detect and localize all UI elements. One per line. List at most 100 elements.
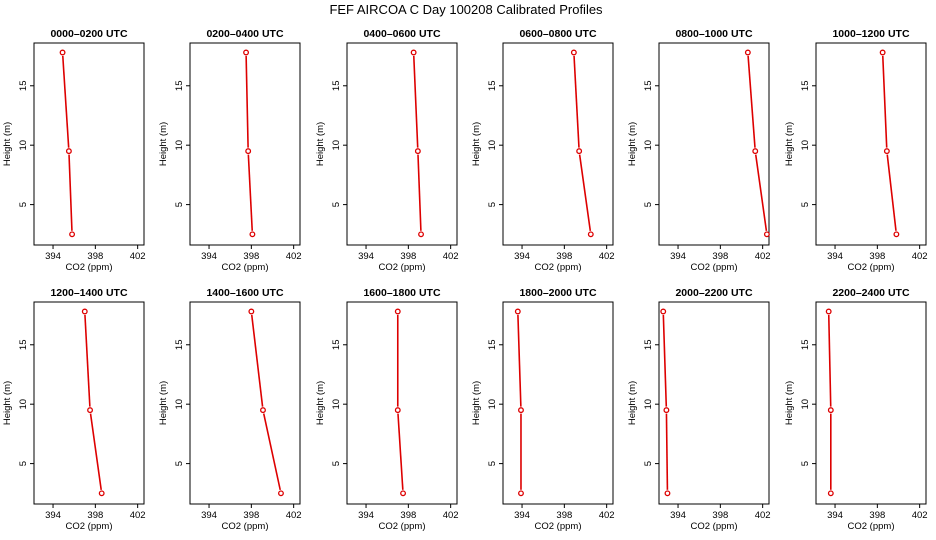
panel-11-title: 2000–2200 UTC [675, 287, 752, 299]
panel-8-ytick-label: 5 [174, 461, 185, 466]
panel-11-ytick-label: 10 [643, 399, 654, 410]
panel-6-title: 1000–1200 UTC [832, 28, 909, 40]
panel-10-xtick-label: 398 [556, 510, 572, 521]
panel-2-ylabel: Height (m) [158, 122, 169, 166]
panel-9-data-point [394, 407, 401, 414]
panel-6-series-line [881, 55, 888, 148]
panel-6-data-point [879, 49, 886, 56]
panel-3-xtick-label: 398 [400, 251, 416, 262]
panel-12-title: 2200–2400 UTC [832, 287, 909, 299]
panel-1-series-line [68, 154, 73, 231]
panel-9-ytick-label: 5 [331, 461, 342, 466]
panel-7-ytick-label: 15 [18, 339, 29, 350]
panel-5-title: 0800–1000 UTC [675, 28, 752, 40]
panel-7-frame [33, 301, 145, 505]
panel-4-data-point [570, 49, 577, 56]
panel-10-ytick-label: 10 [487, 399, 498, 410]
panel-1-data-point [69, 231, 76, 238]
panel-8-xlabel: CO2 (ppm) [222, 521, 269, 532]
panel-6-xtick-label: 394 [827, 251, 843, 262]
panel-9-frame [346, 301, 458, 505]
panel-2-series-line [245, 55, 249, 148]
panel-10-frame [502, 301, 614, 505]
panel-12-data-point [827, 490, 834, 497]
panel-1-frame [33, 42, 145, 246]
panel-6-xtick-label: 398 [869, 251, 885, 262]
panel-2-data-point [249, 231, 256, 238]
panel-3-ytick-label: 5 [331, 202, 342, 207]
panel-3-data-point [418, 231, 424, 238]
panel-9-xtick-label: 402 [443, 510, 459, 521]
panel-10-ytick-label: 15 [487, 339, 498, 350]
panel-10-ylabel: Height (m) [471, 381, 482, 425]
panel-3-xtick-label: 402 [443, 251, 459, 262]
panel-6-xtick-label: 402 [912, 251, 928, 262]
panel-10-xlabel: CO2 (ppm) [535, 521, 582, 532]
panel-12-ytick-label: 10 [800, 399, 811, 410]
panel-11-xtick-label: 402 [755, 510, 771, 521]
panel-5-ytick-label: 5 [643, 202, 654, 207]
panel-10-data-point [514, 308, 521, 315]
panel-8-ytick-label: 10 [174, 399, 185, 410]
panel-1-xtick-label: 394 [45, 251, 61, 262]
panel-5-xtick-label: 394 [670, 251, 686, 262]
panel-10-series-line [517, 314, 522, 407]
panel-7-series-line [89, 413, 102, 490]
panel-8-xtick-label: 398 [243, 510, 259, 521]
panel-12-data-point [825, 308, 832, 315]
panel-1-title: 0000–0200 UTC [50, 28, 127, 40]
panel-4-ylabel: Height (m) [471, 122, 482, 166]
panel-3-xtick-label: 394 [358, 251, 374, 262]
panel-4-xtick-label: 394 [514, 251, 530, 262]
panel-11-ylabel: Height (m) [627, 381, 638, 425]
panel-4-ytick-label: 15 [487, 80, 498, 91]
panel-5-series-line [754, 154, 768, 231]
panel-7-ylabel: Height (m) [2, 381, 13, 425]
panel-1-ytick-label: 15 [18, 80, 29, 91]
panel-4-series-line [573, 55, 580, 148]
panel-9-xtick-label: 398 [400, 510, 416, 521]
panel-8-title: 1400–1600 UTC [206, 287, 283, 299]
panel-4-xlabel: CO2 (ppm) [535, 262, 582, 273]
panel-9-xtick-label: 394 [358, 510, 374, 521]
panel-2-xtick-label: 402 [286, 251, 302, 262]
panel-12-xtick-label: 398 [869, 510, 885, 521]
panel-5-ytick-label: 10 [643, 140, 654, 151]
panel-8-ylabel: Height (m) [158, 381, 169, 425]
panel-1-ylabel: Height (m) [2, 122, 13, 166]
panel-1-xtick-label: 402 [130, 251, 146, 262]
panel-7-ytick-label: 5 [18, 461, 29, 466]
panel-5-ylabel: Height (m) [627, 122, 638, 166]
panel-9-data-point [400, 490, 407, 497]
panel-11-xtick-label: 398 [712, 510, 728, 521]
panel-8-xtick-label: 394 [201, 510, 217, 521]
panel-11-series-line [662, 314, 668, 407]
panel-8-data-point [248, 308, 255, 315]
panel-7-ytick-label: 10 [18, 399, 29, 410]
panel-3-xlabel: CO2 (ppm) [379, 262, 426, 273]
panel-6-ytick-label: 15 [800, 80, 811, 91]
panel-12-data-point [827, 407, 834, 414]
panel-1-data-point [59, 49, 66, 56]
panel-8-data-point [278, 490, 284, 497]
panel-9-ytick-label: 15 [331, 339, 342, 350]
panel-6-frame [815, 42, 927, 246]
panel-5-data-point [763, 231, 770, 238]
panel-1-ytick-label: 5 [18, 202, 29, 207]
panel-4-series-line [578, 154, 592, 231]
panel-7-xlabel: CO2 (ppm) [66, 521, 113, 532]
panel-2-xlabel: CO2 (ppm) [222, 262, 269, 273]
panel-4-title: 0600–0800 UTC [519, 28, 596, 40]
panel-11-data-point [663, 407, 670, 414]
panel-12-xtick-label: 394 [827, 510, 843, 521]
panel-9-ylabel: Height (m) [315, 381, 326, 425]
panel-4-data-point [576, 148, 583, 155]
panel-7-data-point [81, 308, 88, 315]
panel-12-series-line [827, 314, 832, 407]
panel-4-xtick-label: 398 [556, 251, 572, 262]
panel-5-xlabel: CO2 (ppm) [691, 262, 738, 273]
panel-3-title: 0400–0600 UTC [363, 28, 440, 40]
panel-7-xtick-label: 394 [45, 510, 61, 521]
panel-4-ytick-label: 5 [487, 202, 498, 207]
panel-4-data-point [587, 231, 594, 238]
